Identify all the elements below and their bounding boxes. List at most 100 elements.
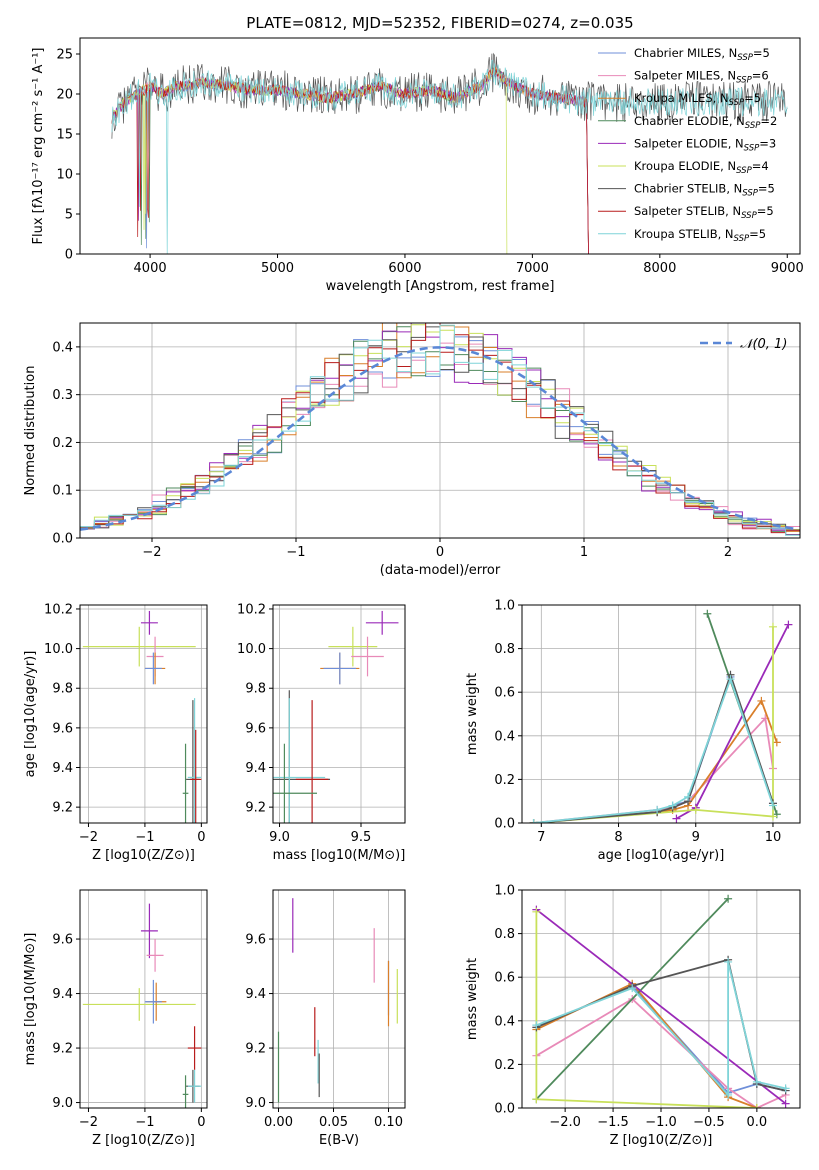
y-axis-label: mass weight (465, 673, 480, 755)
weight-point-marker (772, 810, 781, 819)
axes-frame (79, 37, 801, 255)
age_vs_Z-panel: −2 −1 0 9.2 9.4 9.6 9.8 10.0 10.2 Z [log10(Z/Z⊙)]… (23, 602, 208, 863)
weight-point-marker (653, 805, 662, 814)
figure-title: PLATE=0812, MJD=52352, FIBERID=0274, z=0… (246, 14, 633, 32)
weight-series-line (533, 676, 774, 823)
legend-subscript: SSP (744, 143, 760, 153)
weight-point-marker (784, 620, 793, 629)
legend-value: =4 (752, 159, 769, 173)
x-tick-label: 10 (765, 830, 782, 845)
y-tick-label: 9.6 (245, 933, 266, 948)
y-tick-label: 5 (65, 208, 73, 223)
y-tick-label: 9.2 (245, 1042, 266, 1057)
legend-entry: Salpeter STELIB, NSSP=5 (634, 204, 774, 221)
axes-frame (521, 604, 801, 824)
age_vs_mass-plot-area (273, 610, 399, 823)
x-tick-label: 8000 (643, 261, 676, 276)
x-tick-label: −0.5 (693, 1115, 725, 1130)
x-tick-label: −2.0 (549, 1115, 581, 1130)
legend-value: =5 (749, 227, 766, 241)
weights_vs_Z-plot-area (532, 894, 790, 1108)
axes-frame (79, 604, 208, 824)
x-tick-label: −1 (135, 830, 154, 845)
weight-point-marker (724, 957, 733, 966)
weight-point-marker (768, 622, 777, 631)
y-tick-label: 9.2 (52, 1042, 73, 1057)
age_vs_Z-plot-area (82, 610, 202, 823)
y-tick-label: 0.8 (494, 927, 515, 942)
y-axis-label: mass [log10(M/M⊙)] (23, 933, 38, 1066)
spectrum-series-line (111, 59, 788, 254)
residuals-plot-area (80, 323, 800, 536)
x-tick-label: 0.05 (319, 1115, 348, 1130)
legend-value: =6 (752, 69, 769, 83)
axes-frame (521, 889, 801, 1109)
legend-entry: 𝒩(0, 1) (740, 337, 787, 352)
legend-entry: Chabrier STELIB, NSSP=5 (634, 182, 775, 199)
weight-point-marker (781, 1084, 790, 1093)
x-tick-label: 4000 (134, 261, 167, 276)
weight-point-marker (752, 1104, 761, 1108)
weight-point-marker (768, 801, 777, 810)
x-tick-label: 7 (537, 830, 545, 845)
y-tick-label: 20 (56, 88, 73, 103)
legend-entry: Chabrier ELODIE, NSSP=2 (634, 114, 777, 131)
x-axis-label: Z [log10(Z/Z⊙)] (92, 848, 195, 863)
axes-frame (272, 889, 406, 1109)
x-axis-label: E(B-V) (319, 1133, 359, 1148)
y-tick-label: 0.1 (52, 484, 73, 499)
legend-subscript: SSP (745, 121, 761, 131)
x-tick-label: −1 (286, 545, 305, 560)
legend-entry: Kroupa ELODIE, NSSP=4 (634, 159, 769, 176)
x-tick-label: 5000 (261, 261, 294, 276)
y-tick-label: 9.6 (245, 721, 266, 736)
y-tick-label: 0.6 (494, 686, 515, 701)
x-tick-label: 0.0 (747, 1115, 768, 1130)
mass_vs_EBV-plot-area (277, 898, 398, 1103)
y-tick-label: 9.4 (52, 761, 73, 776)
weight-point-marker (781, 1099, 790, 1108)
y-tick-label: 15 (56, 128, 73, 143)
weight-point-marker (668, 801, 677, 810)
weight-series-line (535, 898, 729, 1100)
weight-point-marker (724, 894, 733, 903)
x-axis-label: mass [log10(M/M⊙)] (273, 848, 406, 863)
weight-point-marker (726, 675, 735, 684)
weight-point-marker (703, 609, 712, 618)
weights_vs_Z-panel: −2.0 −1.5 −1.0 −0.5 0.0 0.0 0.2 0.4 0.6 0.8 1.0 Z [… (465, 884, 801, 1148)
x-tick-label: 0 (197, 1115, 205, 1130)
y-tick-label: 0.0 (494, 817, 515, 832)
axes-frame (79, 889, 208, 1109)
legend-value: =5 (758, 182, 775, 196)
y-tick-label: 0.2 (52, 436, 73, 451)
y-tick-label: 0 (65, 248, 73, 263)
weight-point-marker (768, 812, 777, 821)
y-tick-label: 9.4 (52, 987, 73, 1002)
y-tick-label: 0.4 (494, 729, 515, 744)
y-axis-label: Normed distribution (23, 366, 38, 496)
weight-point-marker (757, 696, 766, 705)
legend-subscript: SSP (729, 98, 745, 108)
x-tick-label: −1.0 (645, 1115, 677, 1130)
mass_vs_Z-panel: −2 −1 0 9.0 9.2 9.4 9.6 Z [log10(Z/Z⊙)] mass [lo… (23, 889, 208, 1148)
y-tick-label: 9.2 (52, 801, 73, 816)
legend-value: =5 (757, 204, 774, 218)
y-tick-label: 0.0 (494, 1102, 515, 1117)
y-tick-label: 9.0 (245, 1096, 266, 1111)
spectrum-panel: 4000 5000 6000 7000 8000 9000 0 5 10 15 20 25 wavele… (31, 37, 804, 294)
legend-subscript: SSP (736, 166, 752, 176)
normal-reference-curve (80, 346, 798, 531)
legend-subscript: SSP (742, 189, 758, 199)
y-axis-label: age [log10(age/yr)] (23, 651, 38, 778)
y-tick-label: 9.4 (245, 761, 266, 776)
weight-point-marker (772, 738, 781, 747)
x-tick-label: 9 (692, 830, 700, 845)
y-tick-label: 10.2 (44, 602, 73, 617)
legend-subscript: SSP (741, 211, 757, 221)
x-tick-label: 9000 (771, 261, 804, 276)
legend-value: =5 (744, 91, 761, 105)
weight-point-marker (628, 984, 637, 993)
weight-point-marker (532, 907, 541, 916)
y-tick-label: 9.4 (245, 987, 266, 1002)
